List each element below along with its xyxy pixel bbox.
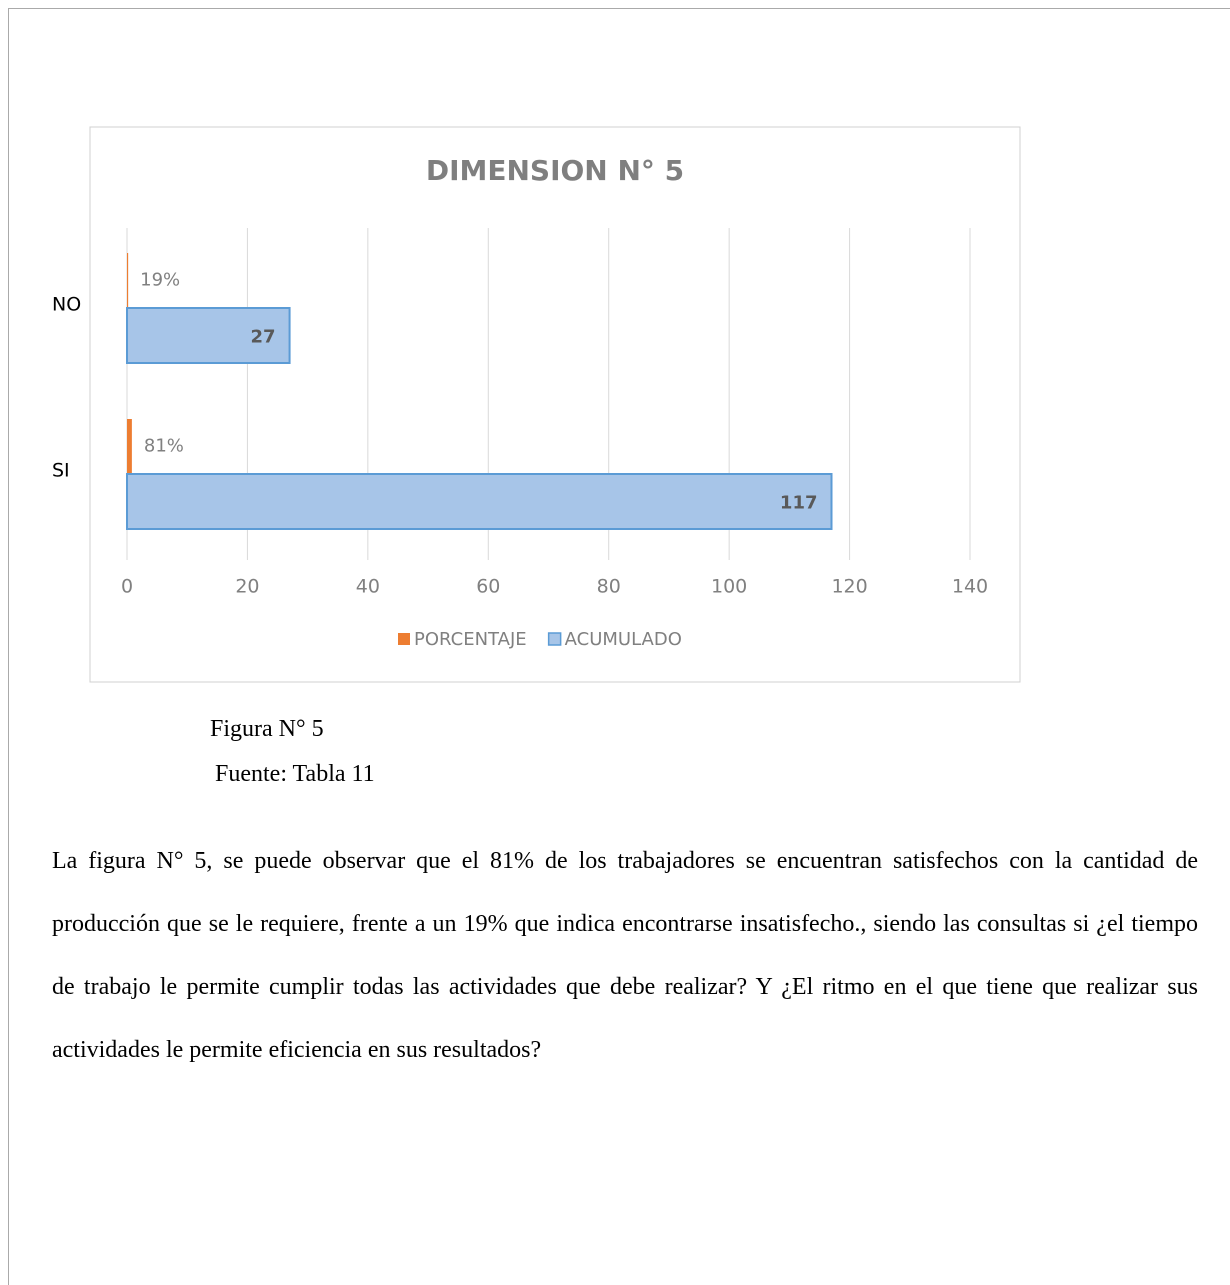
category-label: NO <box>52 294 81 316</box>
category-label: SI <box>52 460 70 482</box>
x-tick-label: 120 <box>831 576 867 598</box>
data-label: 81% <box>144 436 184 457</box>
chart-title: DIMENSION N° 5 <box>426 154 684 187</box>
figure-source: Fuente: Tabla 11 <box>215 761 375 787</box>
paragraph: La figura N° 5, se puede observar que el… <box>52 848 1198 1063</box>
bar <box>127 253 129 308</box>
data-label: 27 <box>251 327 276 348</box>
bar <box>127 419 132 474</box>
x-tick-label: 60 <box>476 576 500 598</box>
bar <box>126 473 833 530</box>
x-tick-label: 20 <box>235 576 259 598</box>
chart: DIMENSION N° 5 0 20 40 60 80 100 120 140 NO 19% 27… <box>52 126 1021 683</box>
bar <box>126 307 291 364</box>
data-label: 117 <box>780 493 818 514</box>
figure-caption: Figura N° 5 <box>210 716 324 742</box>
page-border <box>8 8 1230 1285</box>
legend-swatch <box>547 632 562 646</box>
x-tick-label: 140 <box>952 576 988 598</box>
x-tick-label: 100 <box>711 576 747 598</box>
x-tick-label: 0 <box>121 576 133 598</box>
chart-frame <box>89 126 1021 683</box>
legend-label: ACUMULADO <box>565 629 682 650</box>
data-label: 19% <box>140 270 180 291</box>
x-tick-label: 80 <box>597 576 621 598</box>
legend-swatch <box>398 633 410 645</box>
legend-label: PORCENTAJE <box>414 629 527 650</box>
x-tick-label: 40 <box>356 576 380 598</box>
